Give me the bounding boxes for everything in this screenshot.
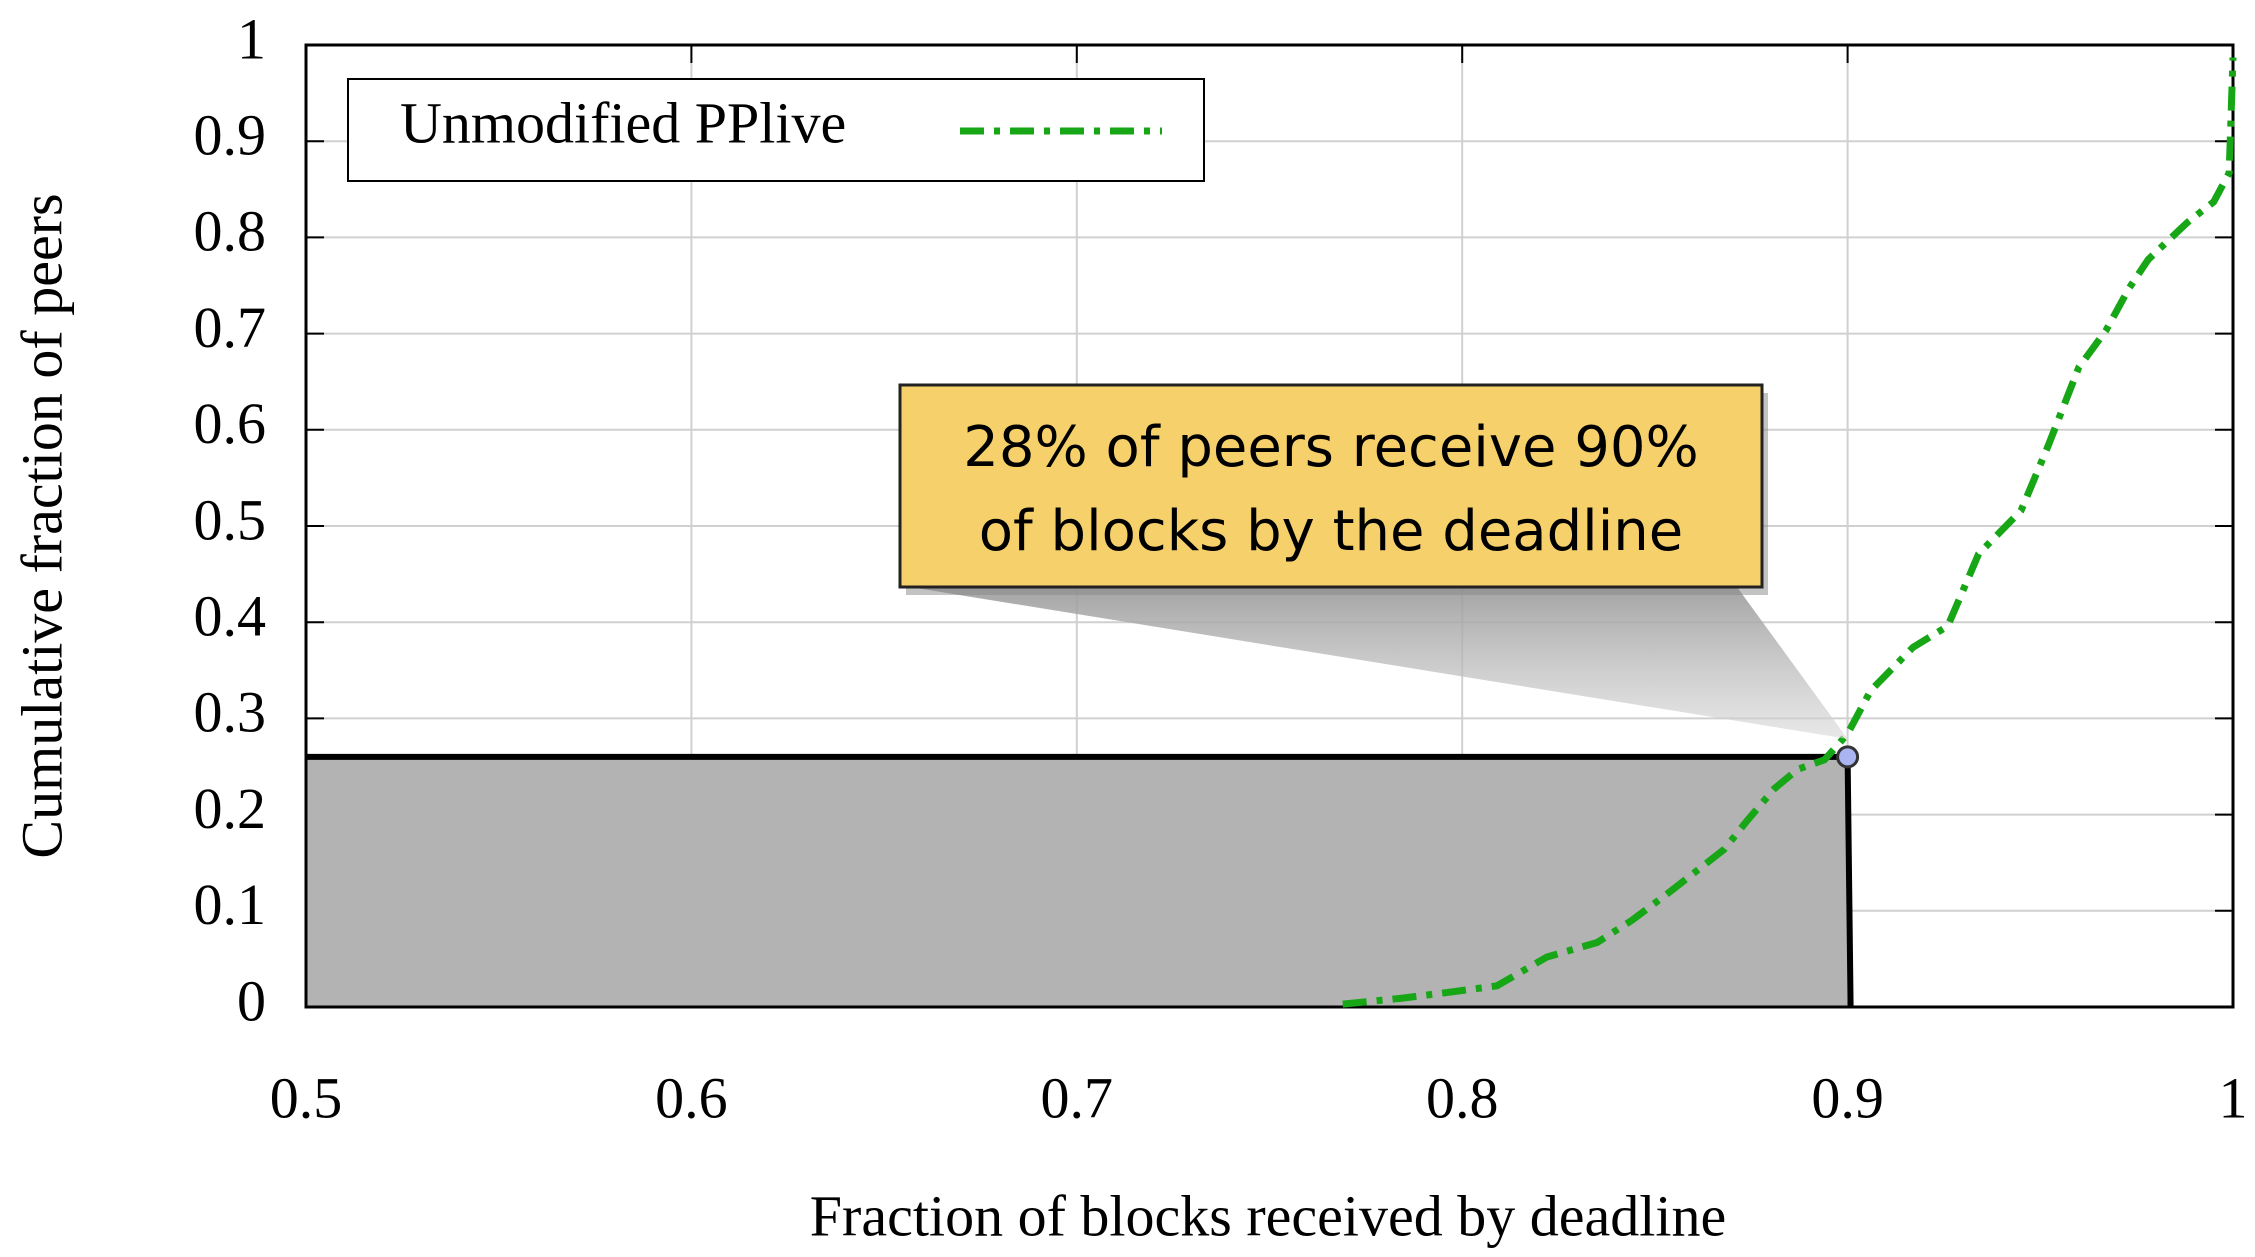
y-tick-label: 0	[237, 968, 266, 1033]
highlight-point	[1836, 745, 1860, 769]
y-tick-label: 0.5	[194, 487, 267, 552]
y-tick-label: 0.2	[194, 776, 267, 841]
plot-frame	[304, 43, 2235, 1009]
y-tick-label: 0.6	[194, 391, 267, 456]
y-tick-label: 0.4	[194, 584, 267, 649]
x-tick-label: 0.7	[1041, 1065, 1114, 1130]
x-tick-label: 0.8	[1426, 1065, 1499, 1130]
callout-pointer	[910, 587, 1848, 739]
x-tick-label: 0.5	[270, 1065, 343, 1130]
y-tick-label: 1	[237, 6, 266, 71]
x-tick-label: 0.6	[655, 1065, 728, 1130]
highlight-area	[306, 756, 1848, 1007]
y-tick-label: 0.7	[194, 295, 267, 360]
y-tick-label: 0.1	[194, 872, 267, 937]
x-tick-label: 1	[2219, 1065, 2248, 1130]
y-tick-label: 0.9	[194, 103, 267, 168]
y-tick-label: 0.3	[194, 680, 267, 745]
y-tick-label: 0.8	[194, 199, 267, 264]
annotation-text: of blocks by the deadline	[979, 499, 1683, 564]
x-tick-label: 0.9	[1811, 1065, 1884, 1130]
annotation-text: 28% of peers receive 90%	[963, 415, 1698, 480]
x-axis-label: Fraction of blocks received by deadline	[810, 1183, 1726, 1248]
y-axis-label: Cumulative fraction of peers	[9, 193, 74, 858]
legend-label: Unmodified PPlive	[400, 90, 846, 155]
callout-box	[898, 383, 1764, 589]
